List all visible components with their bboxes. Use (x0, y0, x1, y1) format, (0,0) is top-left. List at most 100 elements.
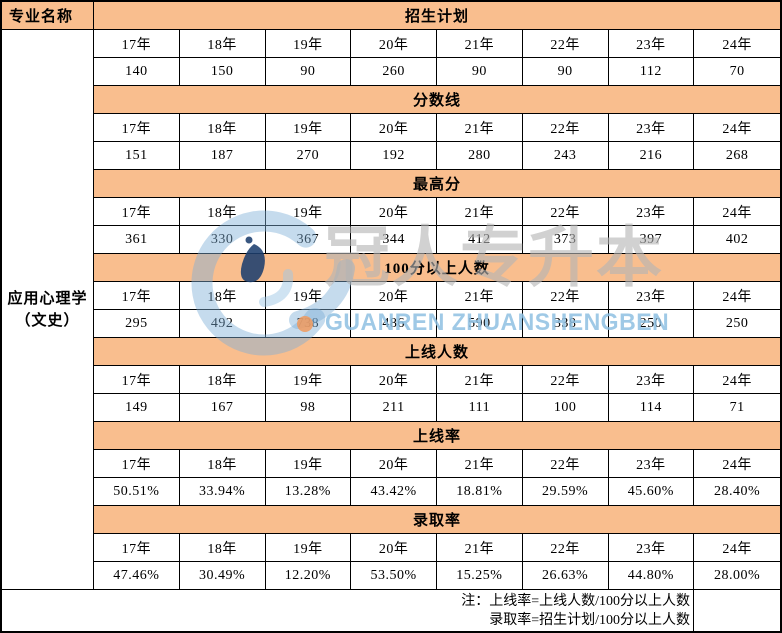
value-cell: 216 (608, 142, 695, 170)
values-row: 151 187 270 192 280 243 216 268 (94, 142, 780, 170)
value-cell: 151 (94, 142, 180, 170)
value-cell: 112 (608, 58, 695, 86)
value-cell: 738 (265, 310, 352, 338)
value-cell: 268 (694, 142, 780, 170)
value-cell: 45.60% (608, 478, 695, 506)
year-cell: 18年 (179, 534, 266, 562)
value-cell: 33.94% (179, 478, 266, 506)
note-line-1: 注：上线率=上线人数/100分以上人数 (461, 593, 690, 609)
year-cell: 19年 (265, 450, 352, 478)
year-cell: 22年 (522, 114, 609, 142)
section-title: 100分以上人数 (384, 261, 490, 277)
section-band: 分数线 (94, 86, 780, 114)
year-cell: 21年 (437, 534, 523, 562)
value-cell: 90 (265, 58, 352, 86)
value-cell: 486 (351, 310, 437, 338)
value-cell: 12.20% (265, 562, 352, 590)
value-cell: 412 (437, 226, 523, 254)
year-cell: 21年 (437, 450, 523, 478)
major-name-line2: （文史） (15, 312, 80, 329)
value-cell: 90 (437, 58, 523, 86)
value-cell: 29.59% (522, 478, 609, 506)
note-line-2: 录取率=招生计划/100分以上人数 (489, 612, 690, 628)
year-cell: 23年 (608, 114, 695, 142)
section-band: 上线率 (94, 422, 780, 450)
value-cell: 71 (694, 394, 780, 422)
value-cell: 330 (179, 226, 266, 254)
values-row: 295 492 738 486 590 338 250 250 (94, 310, 780, 338)
value-cell: 30.49% (179, 562, 266, 590)
section-band: 最高分 (94, 170, 780, 198)
year-cell: 17年 (94, 534, 180, 562)
value-cell: 111 (437, 394, 523, 422)
years-row: 17年 18年 19年 20年 21年 22年 23年 24年 (94, 30, 780, 58)
value-cell: 590 (437, 310, 523, 338)
year-cell: 18年 (179, 114, 266, 142)
notes-cell: 注：上线率=上线人数/100分以上人数 录取率=招生计划/100分以上人数 (2, 590, 694, 631)
table-header-row: 专业名称 招生计划 (2, 2, 780, 30)
value-cell: 243 (522, 142, 609, 170)
value-cell: 43.42% (351, 478, 437, 506)
year-cell: 22年 (522, 198, 609, 226)
section-band: 上线人数 (94, 338, 780, 366)
section-title: 录取率 (412, 513, 461, 529)
table-body: 应用心理学 （文史） 17年 18年 19年 20年 21年 22年 23年 24年 140 15… (2, 30, 780, 590)
values-row: 361 330 367 344 412 373 397 402 (94, 226, 780, 254)
section-title: 上线人数 (404, 345, 469, 361)
year-cell: 18年 (179, 450, 266, 478)
value-cell: 187 (179, 142, 266, 170)
section-title: 分数线 (412, 93, 461, 109)
year-cell: 18年 (179, 198, 266, 226)
years-row: 17年 18年 19年 20年 21年 22年 23年 24年 (94, 450, 780, 478)
value-cell: 44.80% (608, 562, 695, 590)
value-cell: 149 (94, 394, 180, 422)
values-row: 50.51% 33.94% 13.28% 43.42% 18.81% 29.59% 45.6… (94, 478, 780, 506)
value-cell: 344 (351, 226, 437, 254)
year-cell: 18年 (179, 366, 266, 394)
value-cell: 28.40% (694, 478, 780, 506)
year-cell: 19年 (265, 366, 352, 394)
year-cell: 19年 (265, 282, 352, 310)
year-cell: 20年 (351, 366, 437, 394)
year-cell: 17年 (94, 198, 180, 226)
value-cell: 13.28% (265, 478, 352, 506)
section-band: 录取率 (94, 506, 780, 534)
section-title: 最高分 (412, 177, 461, 193)
value-cell: 250 (694, 310, 780, 338)
value-cell: 26.63% (522, 562, 609, 590)
year-cell: 22年 (522, 366, 609, 394)
col-header-cell: 专业名称 (2, 2, 94, 30)
value-cell: 70 (694, 58, 780, 86)
value-cell: 361 (94, 226, 180, 254)
year-cell: 23年 (608, 450, 695, 478)
years-row: 17年 18年 19年 20年 21年 22年 23年 24年 (94, 198, 780, 226)
table-sections: 17年 18年 19年 20年 21年 22年 23年 24年 140 150 90 260 90 90 1… (94, 30, 780, 590)
value-cell: 260 (351, 58, 437, 86)
year-cell: 21年 (437, 198, 523, 226)
major-name-cell: 应用心理学 （文史） (2, 30, 94, 590)
value-cell: 167 (179, 394, 266, 422)
year-cell: 17年 (94, 450, 180, 478)
years-row: 17年 18年 19年 20年 21年 22年 23年 24年 (94, 366, 780, 394)
year-cell: 19年 (265, 114, 352, 142)
section-title: 上线率 (412, 429, 461, 445)
year-cell: 23年 (608, 30, 695, 58)
value-cell: 397 (608, 226, 695, 254)
value-cell: 150 (179, 58, 266, 86)
value-cell: 47.46% (94, 562, 180, 590)
value-cell: 211 (351, 394, 437, 422)
value-cell: 140 (94, 58, 180, 86)
year-cell: 24年 (694, 534, 780, 562)
year-cell: 24年 (694, 450, 780, 478)
value-cell: 338 (522, 310, 609, 338)
year-cell: 24年 (694, 114, 780, 142)
value-cell: 15.25% (437, 562, 523, 590)
major-name-line1: 应用心理学 (7, 290, 88, 307)
notes-row: 注：上线率=上线人数/100分以上人数 录取率=招生计划/100分以上人数 (2, 590, 780, 631)
values-row: 149 167 98 211 111 100 114 71 (94, 394, 780, 422)
year-cell: 18年 (179, 30, 266, 58)
years-row: 17年 18年 19年 20年 21年 22年 23年 24年 (94, 534, 780, 562)
year-cell: 20年 (351, 534, 437, 562)
year-cell: 19年 (265, 198, 352, 226)
year-cell: 23年 (608, 198, 695, 226)
